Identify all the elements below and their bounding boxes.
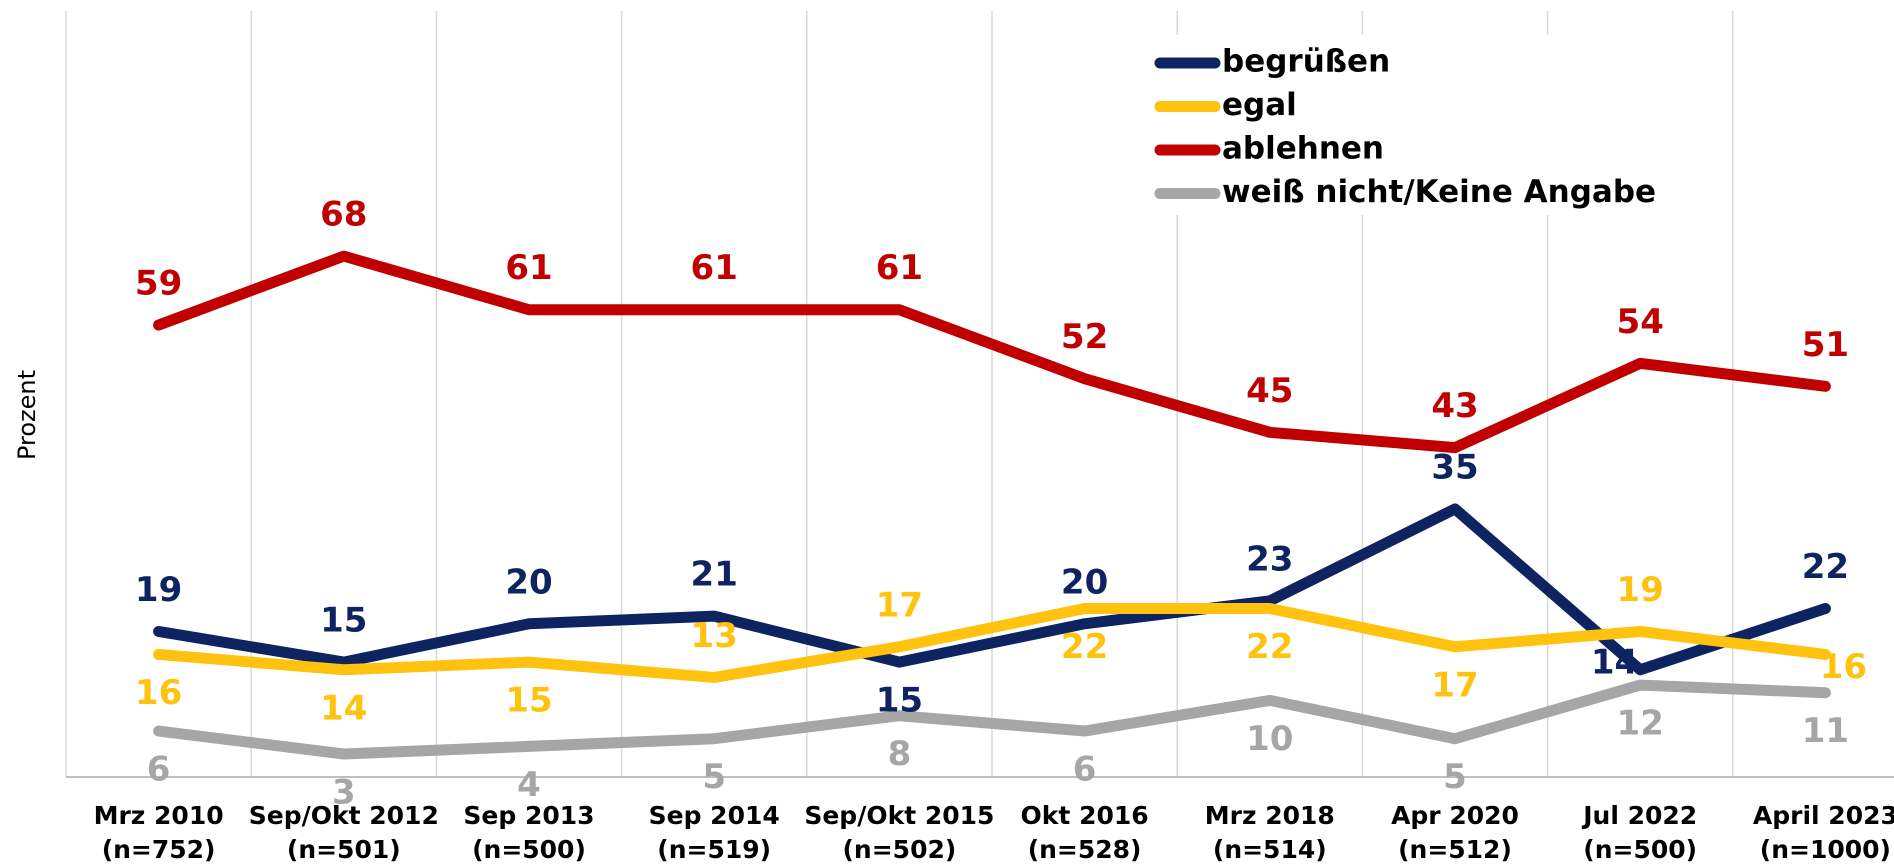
- series-line: [153, 250, 1831, 454]
- series-line: [153, 602, 1831, 683]
- data-label: 10: [1246, 719, 1293, 759]
- x-tick-label: (n=528): [1028, 835, 1142, 864]
- data-label: 19: [1617, 570, 1664, 610]
- data-label: 45: [1246, 371, 1293, 411]
- legend-label: weiß nicht/Keine Angabe: [1222, 174, 1656, 210]
- x-tick-label: (n=500): [472, 835, 586, 864]
- data-label: 12: [1617, 704, 1664, 744]
- data-label: 61: [876, 248, 923, 288]
- data-label: 17: [1431, 665, 1478, 705]
- data-label: 51: [1802, 325, 1849, 365]
- data-label: 8: [888, 734, 912, 774]
- data-label: 3: [332, 773, 356, 813]
- x-tick-label: (n=500): [1583, 835, 1697, 864]
- data-label: 61: [691, 248, 738, 288]
- x-tick-label: Mrz 2010: [94, 801, 224, 830]
- x-tick-label: (n=514): [1213, 835, 1327, 864]
- data-label: 15: [505, 681, 552, 721]
- x-tick-label: (n=752): [102, 835, 216, 864]
- data-label: 16: [135, 673, 182, 713]
- data-label: 14: [320, 688, 367, 728]
- x-tick-label: (n=519): [657, 835, 771, 864]
- data-label: 16: [1820, 647, 1867, 687]
- data-label: 20: [1061, 562, 1108, 602]
- series-line: [153, 503, 1831, 676]
- data-label: 5: [1443, 757, 1467, 797]
- data-label: 54: [1617, 302, 1664, 342]
- series-line: [153, 679, 1831, 760]
- data-label: 22: [1061, 627, 1108, 667]
- data-label: 14: [1591, 642, 1638, 682]
- data-label: 5: [702, 757, 726, 797]
- data-label: 35: [1431, 447, 1478, 487]
- data-label: 22: [1246, 627, 1293, 667]
- y-axis-label: Prozent: [13, 370, 41, 460]
- data-label: 6: [147, 750, 171, 790]
- data-label: 52: [1061, 317, 1108, 357]
- data-label: 17: [876, 585, 923, 625]
- x-tick-label: (n=1000): [1760, 835, 1891, 864]
- x-tick-label: (n=512): [1398, 835, 1512, 864]
- data-label: 19: [135, 570, 182, 610]
- data-label: 21: [691, 555, 738, 595]
- x-tick-label: (n=501): [287, 835, 401, 864]
- x-tick-label: Okt 2016: [1021, 801, 1149, 830]
- legend-label: ablehnen: [1222, 131, 1384, 167]
- data-label: 20: [505, 562, 552, 602]
- data-label: 22: [1802, 547, 1849, 587]
- data-label: 59: [135, 264, 182, 304]
- data-label: 13: [691, 616, 738, 656]
- x-tick-label: Sep 2014: [649, 801, 780, 830]
- data-label: 23: [1246, 539, 1293, 579]
- x-tick-label: Sep/Okt 2012: [249, 801, 439, 830]
- x-tick-label: Sep/Okt 2015: [804, 801, 994, 830]
- legend-label: egal: [1222, 87, 1297, 123]
- x-tick-label: Sep 2013: [463, 801, 594, 830]
- data-label: 68: [320, 195, 367, 235]
- data-label: 15: [320, 601, 367, 641]
- data-label: 11: [1802, 711, 1849, 751]
- x-tick-label: Apr 2020: [1391, 801, 1519, 830]
- data-label: 43: [1431, 386, 1478, 426]
- x-tick-label: (n=502): [843, 835, 957, 864]
- x-tick-label: Mrz 2018: [1205, 801, 1335, 830]
- legend-background: [1140, 35, 1660, 215]
- data-label: 15: [876, 681, 923, 721]
- data-label: 6: [1073, 750, 1097, 790]
- legend-label: begrüßen: [1222, 44, 1390, 80]
- x-tick-label: Jul 2022: [1581, 801, 1697, 830]
- data-label: 4: [517, 765, 541, 805]
- x-tick-label: April 2023: [1753, 801, 1894, 830]
- data-label: 61: [505, 248, 552, 288]
